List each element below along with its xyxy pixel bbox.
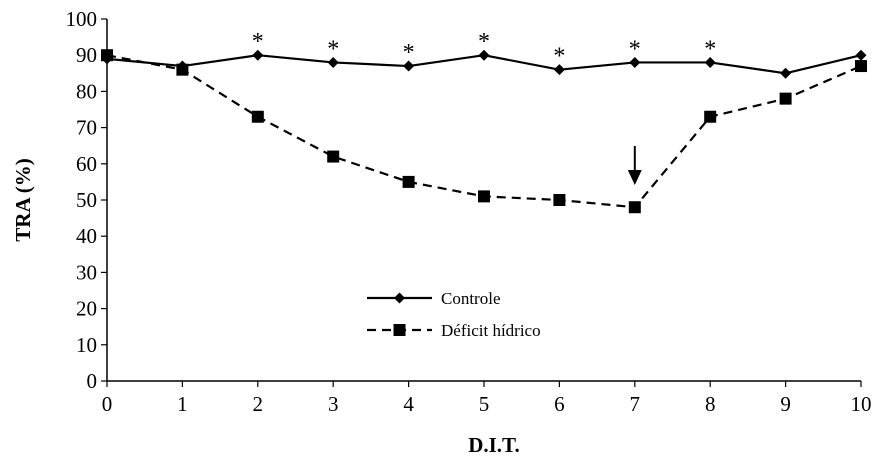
x-tick-label: 3 bbox=[328, 392, 339, 416]
series-line-deficit-hidrico bbox=[106, 54, 862, 209]
arrow-head-icon bbox=[627, 170, 642, 185]
y-tick-label: 60 bbox=[76, 152, 97, 176]
significance-asterisk: * bbox=[478, 29, 490, 55]
data-point-controle bbox=[252, 49, 264, 61]
legend-marker-deficit-hidrico bbox=[393, 324, 406, 336]
x-tick-label: 2 bbox=[253, 392, 264, 416]
data-point-controle bbox=[629, 56, 641, 68]
legend: Controle Déficit hídrico bbox=[367, 289, 541, 340]
y-tick-label: 30 bbox=[76, 260, 97, 284]
legend-label-deficit-hidrico: Déficit hídrico bbox=[441, 321, 541, 340]
y-tick-label: 70 bbox=[76, 116, 97, 140]
data-point-deficit-hidrico bbox=[628, 201, 641, 214]
data-point-controle bbox=[478, 49, 490, 61]
x-tick-label: 10 bbox=[851, 392, 872, 416]
data-point-controle bbox=[855, 49, 867, 61]
x-tick-label: 8 bbox=[705, 392, 716, 416]
y-tick-label: 90 bbox=[76, 43, 97, 67]
x-tick-label: 7 bbox=[630, 392, 641, 416]
series-lines bbox=[106, 54, 862, 209]
data-point-deficit-hidrico bbox=[327, 150, 340, 163]
data-point-deficit-hidrico bbox=[101, 49, 113, 62]
x-tick-label: 9 bbox=[780, 392, 791, 416]
data-point-deficit-hidrico bbox=[553, 194, 566, 206]
legend-marker-controle bbox=[394, 292, 405, 304]
series-markers bbox=[101, 49, 867, 214]
significance-asterisk: * bbox=[327, 36, 339, 62]
x-tick-label: 6 bbox=[554, 392, 565, 416]
data-point-deficit-hidrico bbox=[251, 110, 264, 123]
data-point-controle bbox=[403, 60, 415, 72]
data-point-controle bbox=[704, 56, 716, 68]
x-tick-label: 0 bbox=[102, 392, 113, 416]
data-point-deficit-hidrico bbox=[478, 190, 490, 203]
legend-label-controle: Controle bbox=[441, 289, 501, 308]
data-point-controle bbox=[780, 67, 792, 79]
data-point-deficit-hidrico bbox=[779, 92, 792, 105]
data-point-deficit-hidrico bbox=[176, 63, 189, 76]
data-point-deficit-hidrico bbox=[704, 110, 717, 123]
y-tick-label: 100 bbox=[66, 7, 98, 31]
data-point-controle bbox=[327, 56, 339, 68]
x-tick-label: 5 bbox=[479, 392, 490, 416]
y-tick-label: 40 bbox=[76, 224, 97, 248]
y-tick-label: 80 bbox=[76, 79, 97, 103]
x-tick-label: 4 bbox=[403, 392, 414, 416]
data-point-deficit-hidrico bbox=[855, 60, 867, 73]
significance-asterisk: * bbox=[704, 36, 716, 62]
y-tick-label: 0 bbox=[87, 369, 98, 393]
axes: 0 10 20 30 40 50 60 70 80 90 100 0 1 2 3 4 5 6 7 8 9 10 bbox=[66, 7, 872, 416]
significance-asterisk: * bbox=[252, 29, 264, 55]
significance-asterisk: * bbox=[629, 36, 641, 62]
data-point-deficit-hidrico bbox=[402, 175, 415, 188]
x-axis-title: D.I.T. bbox=[468, 433, 520, 457]
y-tick-label: 20 bbox=[76, 297, 97, 321]
data-point-controle bbox=[553, 64, 565, 76]
significance-asterisk: * bbox=[553, 44, 565, 70]
y-tick-label: 50 bbox=[76, 188, 97, 212]
y-axis-title: TRA (%) bbox=[11, 158, 35, 241]
x-tick-label: 1 bbox=[177, 392, 188, 416]
y-tick-label: 10 bbox=[76, 333, 97, 357]
annotations: * * * * * * * bbox=[252, 29, 716, 185]
significance-asterisk: * bbox=[403, 40, 415, 66]
